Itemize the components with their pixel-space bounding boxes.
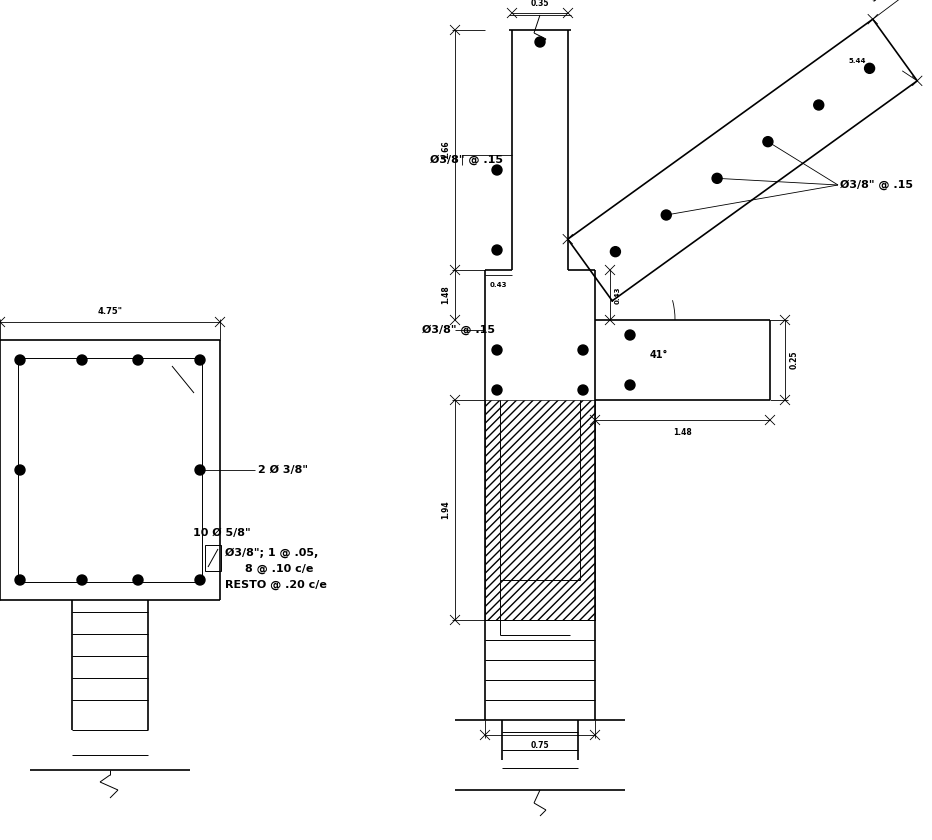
- Circle shape: [814, 100, 824, 110]
- Bar: [205, 545, 221, 571]
- Text: 4.75": 4.75": [98, 307, 122, 316]
- Text: 0.43: 0.43: [489, 282, 507, 288]
- Text: 1.48: 1.48: [673, 428, 692, 437]
- Text: 10 Ø 5/8": 10 Ø 5/8": [193, 528, 251, 538]
- Text: Ø3/8" @ .15: Ø3/8" @ .15: [840, 180, 913, 190]
- Circle shape: [15, 465, 25, 475]
- Text: Ø3/8" @ .15: Ø3/8" @ .15: [430, 155, 503, 165]
- Circle shape: [535, 37, 545, 47]
- Bar: [485, 400, 595, 620]
- Circle shape: [15, 355, 25, 365]
- Circle shape: [625, 380, 635, 390]
- Circle shape: [133, 575, 143, 585]
- Circle shape: [578, 385, 588, 395]
- Text: Ø3/8" @ .15: Ø3/8" @ .15: [422, 325, 495, 335]
- Circle shape: [492, 345, 502, 355]
- Text: RESTO @ .20 c/e: RESTO @ .20 c/e: [225, 580, 327, 591]
- Text: 2 Ø 3/8": 2 Ø 3/8": [258, 465, 308, 475]
- Circle shape: [763, 137, 773, 147]
- Text: 0.25: 0.25: [790, 351, 799, 370]
- Circle shape: [133, 355, 143, 365]
- Text: 0.75: 0.75: [530, 741, 549, 750]
- Text: Ø3/8"; 1 @ .05,: Ø3/8"; 1 @ .05,: [225, 548, 318, 559]
- Text: 5.44: 5.44: [848, 58, 866, 64]
- Text: 0.35: 0.35: [530, 0, 549, 8]
- Circle shape: [195, 575, 205, 585]
- Text: 1.94: 1.94: [441, 501, 450, 519]
- Circle shape: [610, 247, 621, 257]
- Circle shape: [865, 63, 874, 73]
- Circle shape: [712, 173, 722, 183]
- Text: 1.66: 1.66: [441, 140, 450, 160]
- Text: 0.43: 0.43: [615, 286, 621, 304]
- Circle shape: [625, 330, 635, 340]
- Text: 5.44: 5.44: [869, 0, 889, 3]
- Circle shape: [492, 385, 502, 395]
- Circle shape: [195, 465, 205, 475]
- Circle shape: [492, 165, 502, 175]
- Text: 8 @ .10 c/e: 8 @ .10 c/e: [245, 564, 313, 574]
- Circle shape: [578, 345, 588, 355]
- Text: 41°: 41°: [650, 350, 668, 360]
- Text: 1.48: 1.48: [441, 286, 450, 304]
- Circle shape: [195, 355, 205, 365]
- Circle shape: [77, 355, 87, 365]
- Circle shape: [492, 245, 502, 255]
- Circle shape: [15, 575, 25, 585]
- Circle shape: [77, 575, 87, 585]
- Circle shape: [661, 210, 671, 220]
